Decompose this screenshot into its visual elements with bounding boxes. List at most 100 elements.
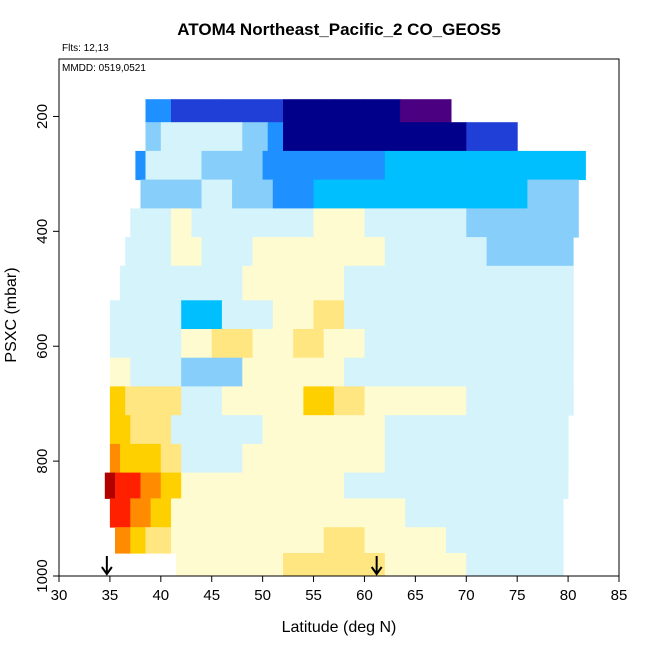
heatmap-cell-r16-s5 [466,553,564,577]
heatmap-cell-r14-s1 [130,498,152,528]
heatmap-cell-r14-s0 [109,498,131,528]
heatmap-cell-r3-s3 [272,179,314,209]
heatmap-cell-r0-s2 [221,99,284,123]
x-tick-label-40: 40 [152,587,169,604]
heatmap-cell-r9-s5 [303,357,345,387]
heatmap-cell-r0-s6 [400,99,452,123]
heatmap-cell-r4-s5 [364,208,467,238]
heatmap-cell-r16-s1 [221,553,284,577]
heatmap-cell-r10-s4 [303,386,335,416]
x-tick-label-45: 45 [203,587,220,604]
flights-note: Flts: 12,13 [62,43,109,54]
y-tick-label-400: 400 [34,219,51,244]
heatmap-cell-r4-s1 [171,208,192,238]
heatmap-cell-r16-s0 [176,553,223,577]
heatmap-cell-r1-s0 [145,122,162,152]
heatmap-cell-r9-s3 [201,357,243,387]
heatmap-cell-r2-s0 [135,150,147,181]
heatmap-cell-r12-s7 [486,443,569,474]
x-tick-label-50: 50 [254,587,271,604]
heatmap-cell-r6-s4 [344,265,447,301]
heatmap-cell-r10-s2 [181,386,223,416]
y-tick-label-600: 600 [34,334,51,359]
heatmap-cell-r11-s6 [384,415,488,445]
heatmap-cell-r6-s2 [242,265,304,301]
heatmap-cell-r10-s3 [221,386,304,416]
heatmap-cell-r13-s6 [344,472,427,499]
x-axis-label: Latitude (deg N) [282,619,397,636]
heatmap-cell-r11-s3 [201,415,264,445]
heatmap-cell-r8-s6 [323,329,365,359]
heatmap-cell-r5-s3 [252,237,335,267]
heatmap-cell-r11-s1 [130,415,172,445]
heatmap-cell-r7-s2 [181,300,203,330]
x-tick-label-60: 60 [356,587,373,604]
heatmap-cell-r4-s0 [130,208,172,238]
heatmap-cell-r8-s4 [252,329,294,359]
heatmap-cell-r3-s1 [201,179,233,209]
y-tick-label-800: 800 [34,449,51,474]
heatmap-cell-r2-s6 [384,150,467,181]
heatmap-cell-r8-s2 [181,329,213,359]
heatmap-cell-r8-s3 [211,329,253,359]
heatmap-cell-r5-s6 [486,237,574,267]
heatmap-cell-r0-s5 [364,99,401,123]
heatmap-cell-r0-s1 [171,99,223,123]
heatmap-cell-r6-s5 [445,265,574,301]
heatmap-cell-r10-s7 [466,386,574,416]
y-tick-label-1000: 1000 [34,559,51,592]
x-tick-label-75: 75 [509,587,526,604]
x-axis-ticks: 30 35 40 45 50 55 60 65 70 75 80 85 [51,576,627,604]
heatmap-cell-r1-s3 [242,122,269,152]
heatmap-cell-r7-s4 [221,300,274,330]
plot-frame [58,58,620,577]
heatmap-cell-r3-s0 [140,179,203,209]
heatmap-cell-r12-s2 [160,443,182,474]
heatmap-cell-r1-s5 [283,122,386,152]
x-tick-label-65: 65 [407,587,424,604]
heatmap-cell-r4-s2 [191,208,253,238]
heatmap-cell-r13-s4 [181,472,264,499]
heatmap-cell-r11-s4 [262,415,325,445]
heatmap-cell-r2-s1 [145,150,202,181]
heatmap-cell-r13-s5 [262,472,345,499]
heatmap-cell-r5-s1 [171,237,202,267]
heatmap-cell-r9-s1 [130,357,182,387]
heatmap-cell-r11-s5 [323,415,386,445]
dates-note: MMDD: 0519,0521 [62,63,146,74]
heatmap-cell-r0-s0 [145,99,172,123]
heatmap-cell-r14-s7 [486,498,564,528]
heatmap-cell-r13-s3 [160,472,182,499]
heatmap-cell-r8-s1 [140,329,182,359]
heatmap-cell-r15-s0 [115,527,131,554]
heatmap-cell-r1-s6 [384,122,467,152]
heatmap-cell-r9-s7 [425,357,574,387]
heatmap-cell-r3-s6 [445,179,528,209]
heatmap-cell-r4-s4 [313,208,365,238]
heatmap-cell-r10-s5 [333,386,365,416]
heatmap-cell-r11-s0 [109,415,131,445]
x-tick-label-55: 55 [305,587,322,604]
heatmap-cell-r4-s3 [252,208,315,238]
heatmap-cell-r11-s2 [171,415,202,445]
heatmap-cell-r3-s5 [384,179,447,209]
heatmap-cell-r13-s0 [104,472,116,499]
x-tick-label-80: 80 [560,587,577,604]
x-tick-label-70: 70 [458,587,475,604]
heatmap-cell-r5-s5 [384,237,488,267]
heatmap-cell-r9-s0 [109,357,131,387]
heatmap-cell-r15-s4 [242,527,325,554]
heatmap-cell-r8-s0 [109,329,141,359]
heatmap-cell-r15-s2 [145,527,172,554]
y-axis-label: PSXC (mbar) [3,267,20,362]
heatmap-cell-r13-s2 [140,472,162,499]
flight-arrow-markers [101,556,383,576]
heatmap-cell-r3-s2 [232,179,274,209]
heatmap-cell-r15-s7 [445,527,564,554]
y-tick-label-200: 200 [34,104,51,129]
heatmap-cell-r10-s6 [364,386,467,416]
heatmap-cell-r1-s1 [160,122,192,152]
heatmap-cell-r14-s4 [221,498,325,528]
heatmap-cell-r1-s4 [267,122,284,152]
heatmap-cell-r0-s4 [333,99,365,123]
